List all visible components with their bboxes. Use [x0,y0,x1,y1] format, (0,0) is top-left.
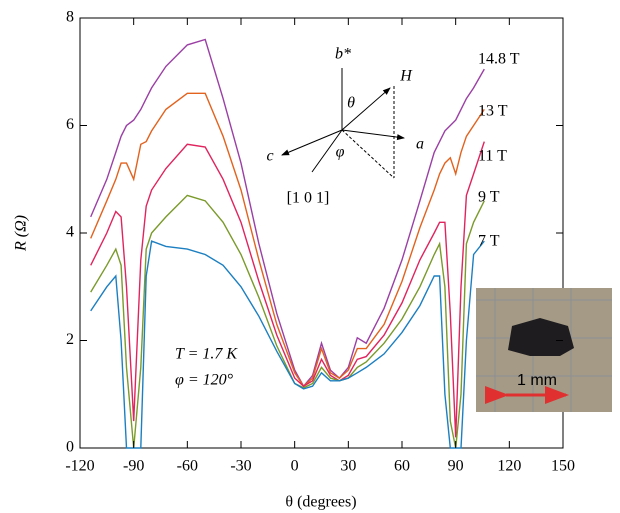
x-axis-label: θ (degrees) [285,494,356,511]
x-tick-label: 150 [551,458,575,475]
x-tick-label: 120 [497,458,521,475]
x-tick-label: -120 [65,458,94,475]
series-line [90,141,485,438]
y-tick-label: 8 [66,9,74,26]
y-axis-label: R (Ω) [13,215,30,252]
y-tick-label: 6 [66,116,74,133]
legend-label: 9 T [478,189,500,206]
legend-label: 14.8 T [478,51,520,68]
diagram-label: a [416,136,424,153]
diagram-label: H [399,68,413,85]
legend-label: 7 T [478,233,500,250]
diagram-label: [1 0 1] [287,190,330,207]
x-tick-label: 30 [340,458,356,475]
series-line [90,92,485,388]
annotation: φ = 120° [175,372,234,389]
x-tick-label: 0 [291,458,299,475]
sample-photo: 1 mm [476,288,612,412]
y-tick-label: 0 [66,439,74,456]
diagram-label: φ [336,144,345,161]
annotation: T = 1.7 K [175,346,238,363]
series-line [90,240,485,449]
x-tick-label: 90 [448,458,464,475]
x-tick-label: -90 [123,458,144,475]
series-group [90,38,485,449]
legend-label: 11 T [478,148,507,165]
diagram-label: θ [347,95,355,112]
series-line [90,194,485,449]
x-tick-label: 60 [394,458,410,475]
x-tick-label: -30 [230,458,251,475]
y-tick-label: 2 [66,331,74,348]
scale-label: 1 mm [517,372,557,389]
legend-label: 13 T [478,103,508,120]
diagram-label: c [266,148,273,165]
series-line [90,38,485,388]
diagram-label: b* [335,46,351,63]
y-tick-label: 4 [66,224,74,241]
axes-diagram: b* H θ c φ a [1 0 1] [266,46,424,207]
x-tick-label: -60 [177,458,198,475]
